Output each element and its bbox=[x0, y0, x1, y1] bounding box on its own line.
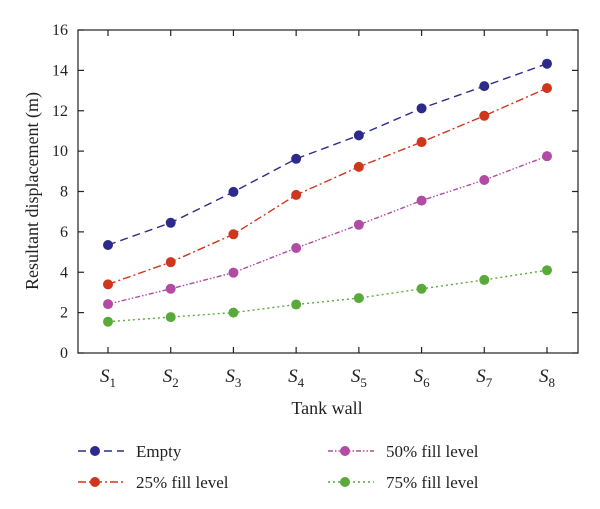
data-point bbox=[479, 110, 490, 121]
data-point bbox=[416, 137, 427, 148]
x-tick-label-base: S bbox=[414, 366, 424, 387]
y-tick-label: 4 bbox=[60, 264, 68, 281]
x-tick-label-base: S bbox=[476, 366, 486, 387]
x-tick-label-base: S bbox=[288, 366, 298, 387]
data-point bbox=[228, 186, 239, 197]
x-tick-label: S1 bbox=[100, 366, 116, 390]
x-tick-label-subscript: 8 bbox=[549, 375, 556, 390]
y-tick-label: 8 bbox=[60, 184, 68, 201]
series-line bbox=[107, 87, 548, 286]
data-point bbox=[542, 151, 552, 162]
data-point bbox=[103, 316, 113, 327]
x-tick-label-subscript: 6 bbox=[423, 375, 430, 390]
data-point bbox=[416, 103, 427, 114]
x-tick-label-subscript: 7 bbox=[486, 375, 493, 390]
data-point bbox=[416, 195, 427, 206]
data-point bbox=[479, 174, 490, 185]
data-point bbox=[479, 81, 490, 92]
x-tick-label: S7 bbox=[476, 366, 493, 390]
data-point bbox=[228, 267, 239, 278]
data-point bbox=[165, 217, 176, 228]
data-point bbox=[228, 307, 239, 318]
series-line bbox=[107, 155, 548, 305]
legend-item: 25% fill level bbox=[78, 473, 229, 492]
legend-label: 75% fill level bbox=[386, 473, 479, 492]
x-tick-label-base: S bbox=[539, 366, 549, 387]
x-tick-label: S6 bbox=[414, 366, 431, 390]
data-point bbox=[353, 130, 364, 141]
data-point bbox=[291, 299, 302, 310]
x-axis-title: Tank wall bbox=[291, 398, 362, 418]
y-tick-label: 16 bbox=[52, 22, 68, 39]
x-tick-label: S8 bbox=[539, 366, 555, 390]
series-4 bbox=[103, 265, 552, 327]
data-point bbox=[165, 312, 176, 323]
legend-item: 50% fill level bbox=[328, 442, 479, 461]
data-point bbox=[353, 161, 364, 172]
data-point bbox=[291, 153, 302, 164]
x-tick-label-subscript: 2 bbox=[172, 375, 179, 390]
series-2 bbox=[103, 83, 552, 290]
y-axis-ticks: 0 2 4 6 8 10 12 14 16 bbox=[52, 22, 578, 362]
data-point bbox=[542, 83, 552, 94]
y-tick-label: 2 bbox=[60, 305, 68, 322]
x-tick-label: S5 bbox=[351, 366, 367, 390]
data-point bbox=[479, 274, 490, 285]
data-point bbox=[291, 189, 302, 200]
x-tick-label-base: S bbox=[100, 366, 110, 387]
x-tick-label-subscript: 1 bbox=[110, 375, 117, 390]
x-tick-label-base: S bbox=[163, 366, 173, 387]
data-point bbox=[103, 239, 113, 250]
y-tick-label: 6 bbox=[60, 224, 68, 241]
legend-label: Empty bbox=[136, 442, 182, 461]
data-point bbox=[542, 58, 552, 69]
x-tick-label: S3 bbox=[225, 366, 241, 390]
legend-label: 50% fill level bbox=[386, 442, 479, 461]
legend-marker bbox=[340, 446, 350, 456]
y-tick-label: 12 bbox=[52, 103, 68, 120]
series-layer bbox=[103, 58, 552, 327]
x-tick-label-subscript: 5 bbox=[360, 375, 367, 390]
legend-marker bbox=[90, 446, 100, 456]
data-point bbox=[103, 299, 113, 310]
series-1 bbox=[103, 58, 552, 250]
x-tick-label: S4 bbox=[288, 366, 305, 390]
data-point bbox=[353, 219, 364, 230]
data-point bbox=[291, 243, 302, 254]
legend-item: Empty bbox=[78, 442, 182, 461]
y-tick-label: 14 bbox=[52, 62, 68, 79]
data-point bbox=[353, 293, 364, 304]
data-point bbox=[228, 229, 239, 240]
data-point bbox=[542, 265, 552, 276]
series-line bbox=[107, 63, 548, 246]
x-tick-label-subscript: 3 bbox=[235, 375, 242, 390]
x-tick-label: S2 bbox=[163, 366, 179, 390]
plot-frame bbox=[77, 29, 579, 354]
legend-item: 75% fill level bbox=[328, 473, 479, 492]
data-point bbox=[165, 257, 176, 268]
y-axis-title: Resultant displacement (m) bbox=[22, 92, 43, 290]
y-tick-label: 10 bbox=[52, 143, 68, 160]
data-point bbox=[416, 283, 427, 294]
y-tick-label: 0 bbox=[60, 345, 68, 362]
data-point bbox=[165, 283, 176, 294]
data-point bbox=[103, 279, 113, 290]
legend-marker bbox=[90, 477, 100, 487]
x-tick-label-base: S bbox=[225, 366, 235, 387]
x-tick-label-base: S bbox=[351, 366, 361, 387]
legend: Empty 25% fill level 50% fill level 75% fil… bbox=[78, 442, 479, 492]
legend-marker bbox=[340, 477, 350, 487]
series-line bbox=[107, 269, 548, 323]
legend-label: 25% fill level bbox=[136, 473, 229, 492]
x-tick-label-subscript: 4 bbox=[298, 375, 305, 390]
x-axis-ticks: S1 S2 S3 S4 S5 S6 S7 S8 bbox=[100, 30, 555, 390]
series-3 bbox=[103, 151, 552, 310]
